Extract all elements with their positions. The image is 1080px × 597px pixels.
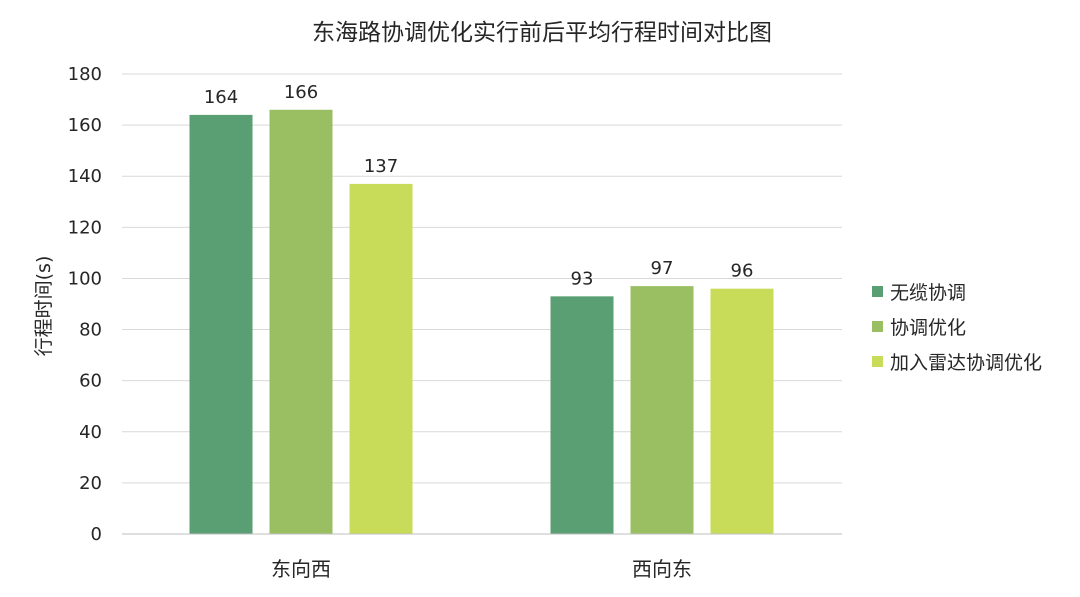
x-category-label: 东向西 — [271, 557, 331, 581]
legend-label: 协调优化 — [890, 317, 966, 339]
x-category-label: 西向东 — [632, 557, 692, 581]
bar — [550, 296, 614, 534]
y-tick-label: 140 — [68, 166, 102, 187]
bar-value-label: 166 — [284, 82, 318, 103]
legend-swatch — [872, 356, 883, 367]
bar-value-label: 97 — [651, 258, 674, 279]
y-tick-label: 120 — [68, 217, 102, 238]
bar-value-label: 164 — [204, 87, 238, 108]
y-tick-label: 0 — [91, 524, 102, 545]
bar-value-label: 93 — [571, 268, 594, 289]
bar — [189, 114, 253, 534]
bar — [710, 288, 774, 534]
bar — [349, 183, 413, 534]
y-tick-label: 60 — [79, 371, 102, 392]
x-axis-categories: 东向西 西向东 — [271, 557, 692, 581]
bar — [269, 109, 333, 535]
legend-label: 加入雷达协调优化 — [890, 352, 1042, 374]
legend-swatch — [872, 321, 883, 332]
data-labels: 164 166 137 93 97 96 — [204, 82, 754, 290]
legend-swatch — [872, 286, 883, 297]
y-tick-label: 180 — [68, 64, 102, 85]
y-axis-ticks: 0 20 40 60 80 100 120 140 160 180 — [68, 64, 102, 545]
bar-value-label: 137 — [364, 156, 398, 177]
bar-value-label: 96 — [731, 261, 754, 282]
legend-label: 无缆协调 — [890, 282, 966, 304]
y-tick-label: 40 — [79, 422, 102, 443]
y-axis-label: 行程时间(s) — [33, 256, 55, 357]
y-tick-label: 160 — [68, 115, 102, 136]
bars — [189, 109, 774, 535]
y-tick-label: 80 — [79, 320, 102, 341]
y-tick-label: 20 — [79, 473, 102, 494]
bar — [630, 286, 694, 534]
chart-title: 东海路协调优化实行前后平均行程时间对比图 — [312, 20, 772, 46]
y-tick-label: 100 — [68, 268, 102, 289]
